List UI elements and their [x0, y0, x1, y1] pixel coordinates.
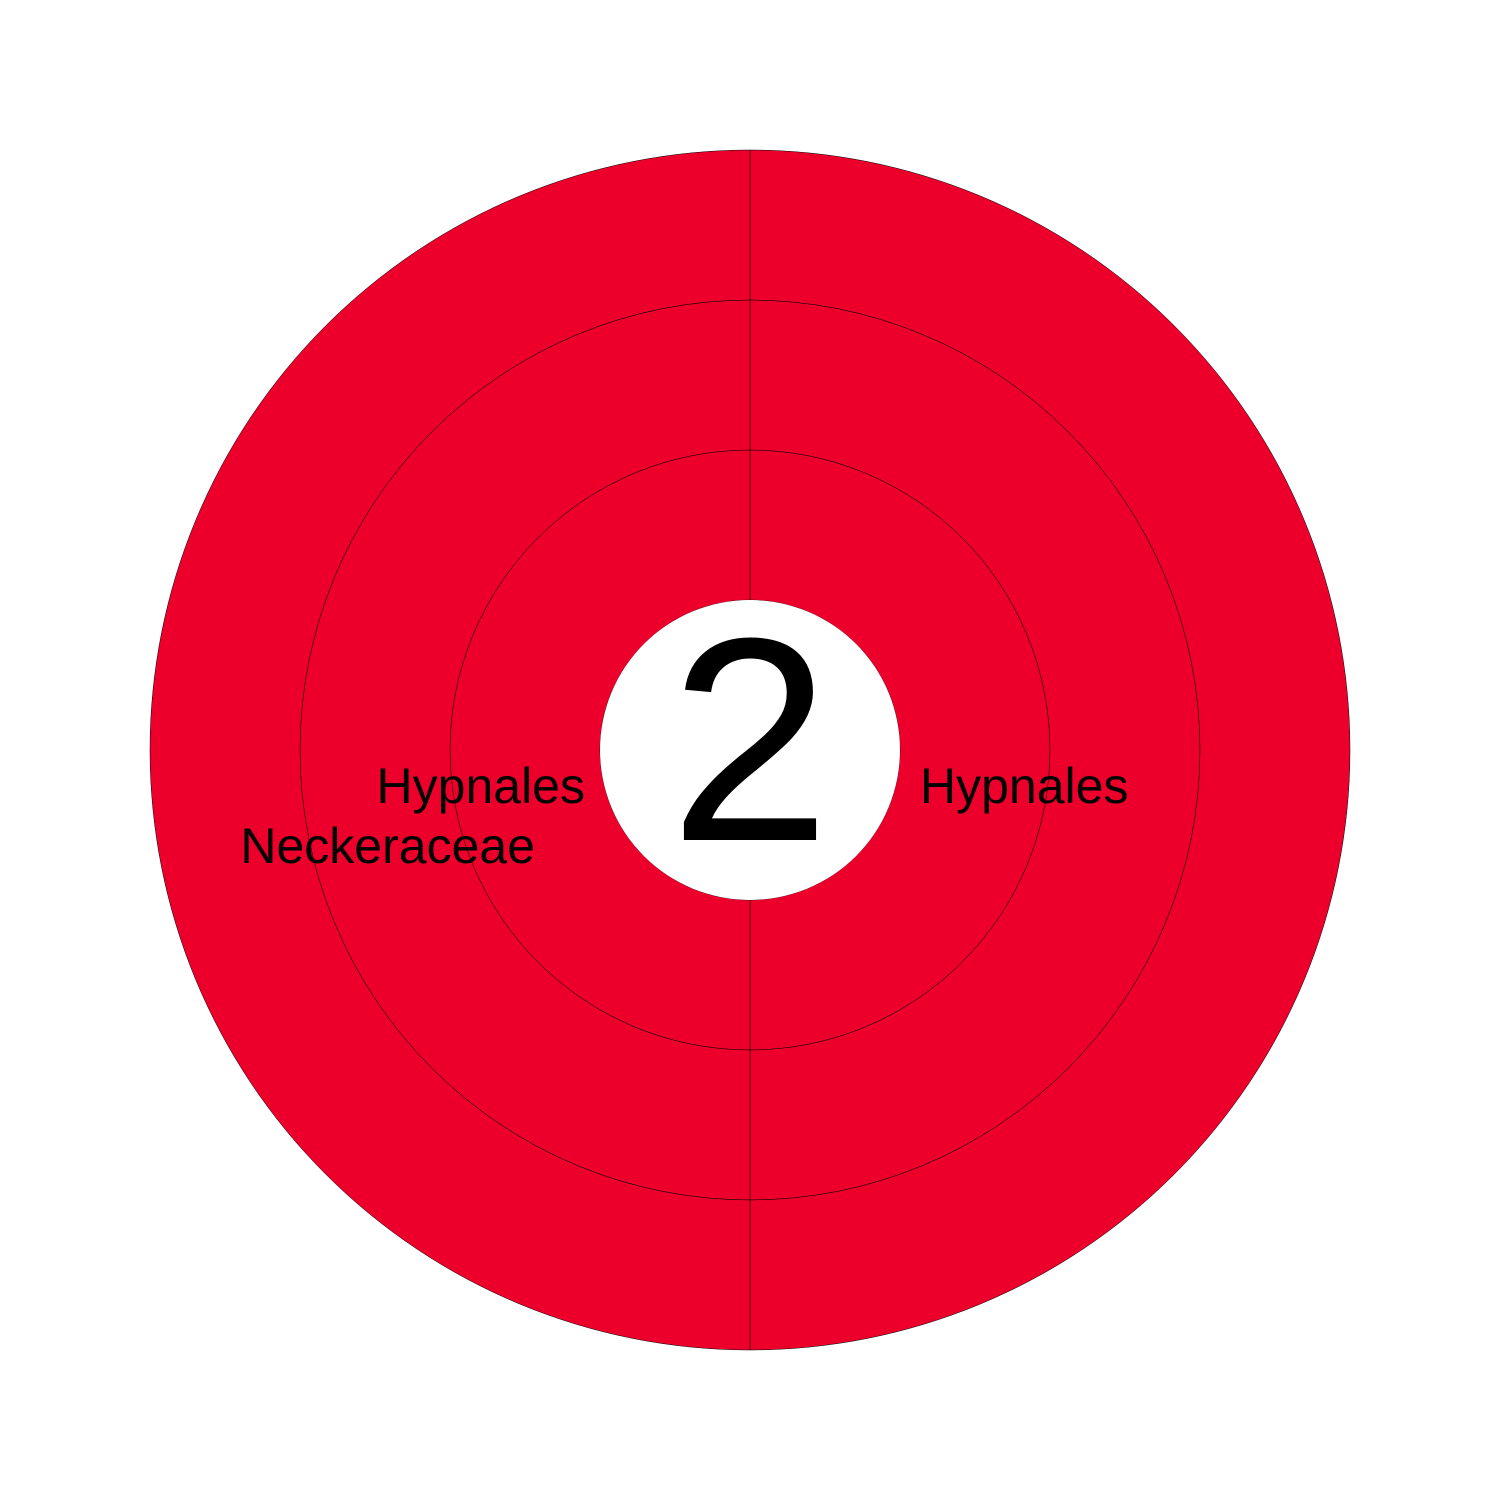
- ring-3-segment-2: [149, 149, 751, 1351]
- sunburst-rings: [149, 149, 1351, 1351]
- segment-label-l1-left: Hypnales: [377, 758, 585, 814]
- segment-labels: Hypnales Hypnales Neckeraceae: [240, 758, 1128, 874]
- segment-label-l1-right: Hypnales: [920, 758, 1128, 814]
- center-hole: [600, 600, 900, 900]
- ring-3-segment-1: [749, 149, 1351, 1351]
- center-label: 2: [669, 578, 830, 902]
- segment-label-l2-left: Neckeraceae: [240, 818, 535, 874]
